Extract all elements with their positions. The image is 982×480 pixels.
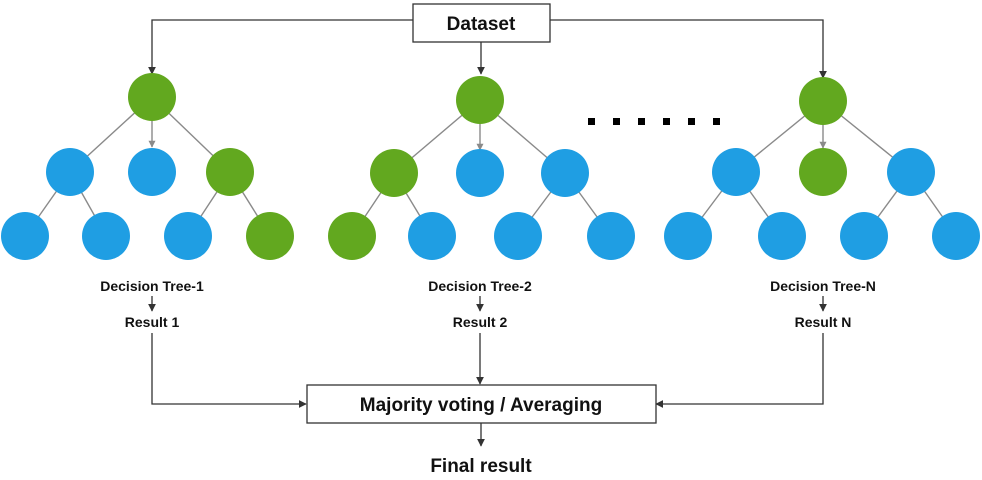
tree-n-node: [712, 148, 760, 196]
tree-n-node: [799, 148, 847, 196]
arrow-result-1: [151, 333, 307, 408]
tree-2-root-node: [456, 76, 504, 124]
tree-2-node: [541, 149, 589, 197]
tree-n-leaf: [840, 212, 888, 260]
tree-1-node: [46, 148, 94, 196]
tree-n-label: Decision Tree-N: [770, 278, 876, 294]
tree-2-leaf: [587, 212, 635, 260]
tree-n-output: Decision Tree-N Result N: [770, 278, 876, 330]
tree-n-root-node: [799, 77, 847, 125]
tree-2-leaf: [408, 212, 456, 260]
tree-1-node: [206, 148, 254, 196]
tree-2-label: Decision Tree-2: [428, 278, 532, 294]
final-result-label: Final result: [430, 456, 532, 477]
tree-1-root-node: [128, 73, 176, 121]
decision-tree-2: [328, 76, 635, 260]
arrow-to-tree-1: [148, 19, 413, 75]
tree-1-leaf: [82, 212, 130, 260]
decision-tree-n: [664, 77, 980, 260]
aggregator-label: Majority voting / Averaging: [360, 395, 602, 416]
result-n-label: Result N: [795, 314, 852, 330]
tree-1-leaf: [164, 212, 212, 260]
tree-2-output: Decision Tree-2 Result 2: [428, 278, 532, 330]
arrow-result-n: [655, 333, 824, 408]
tree-1-leaf: [1, 212, 49, 260]
result-1-label: Result 1: [125, 314, 180, 330]
dataset-label: Dataset: [447, 14, 516, 35]
tree-n-leaf: [664, 212, 712, 260]
dataset-node: Dataset: [412, 3, 551, 43]
tree-2-leaf: [494, 212, 542, 260]
result-2-label: Result 2: [453, 314, 508, 330]
tree-1-output: Decision Tree-1 Result 1: [100, 278, 204, 330]
result-arrows: [151, 333, 824, 408]
tree-n-node: [887, 148, 935, 196]
aggregator-node: Majority voting / Averaging: [306, 384, 657, 424]
tree-1-label: Decision Tree-1: [100, 278, 204, 294]
tree-2-leaf: [328, 212, 376, 260]
tree-1-leaf: [246, 212, 294, 260]
ellipsis-dots: [588, 118, 720, 125]
arrow-to-tree-n: [550, 19, 827, 79]
tree-n-leaf: [932, 212, 980, 260]
tree-n-leaf: [758, 212, 806, 260]
tree-1-node: [128, 148, 176, 196]
dataset-arrows: [148, 19, 827, 79]
tree-2-node: [456, 149, 504, 197]
decision-tree-1: [1, 73, 294, 260]
tree-2-node: [370, 149, 418, 197]
